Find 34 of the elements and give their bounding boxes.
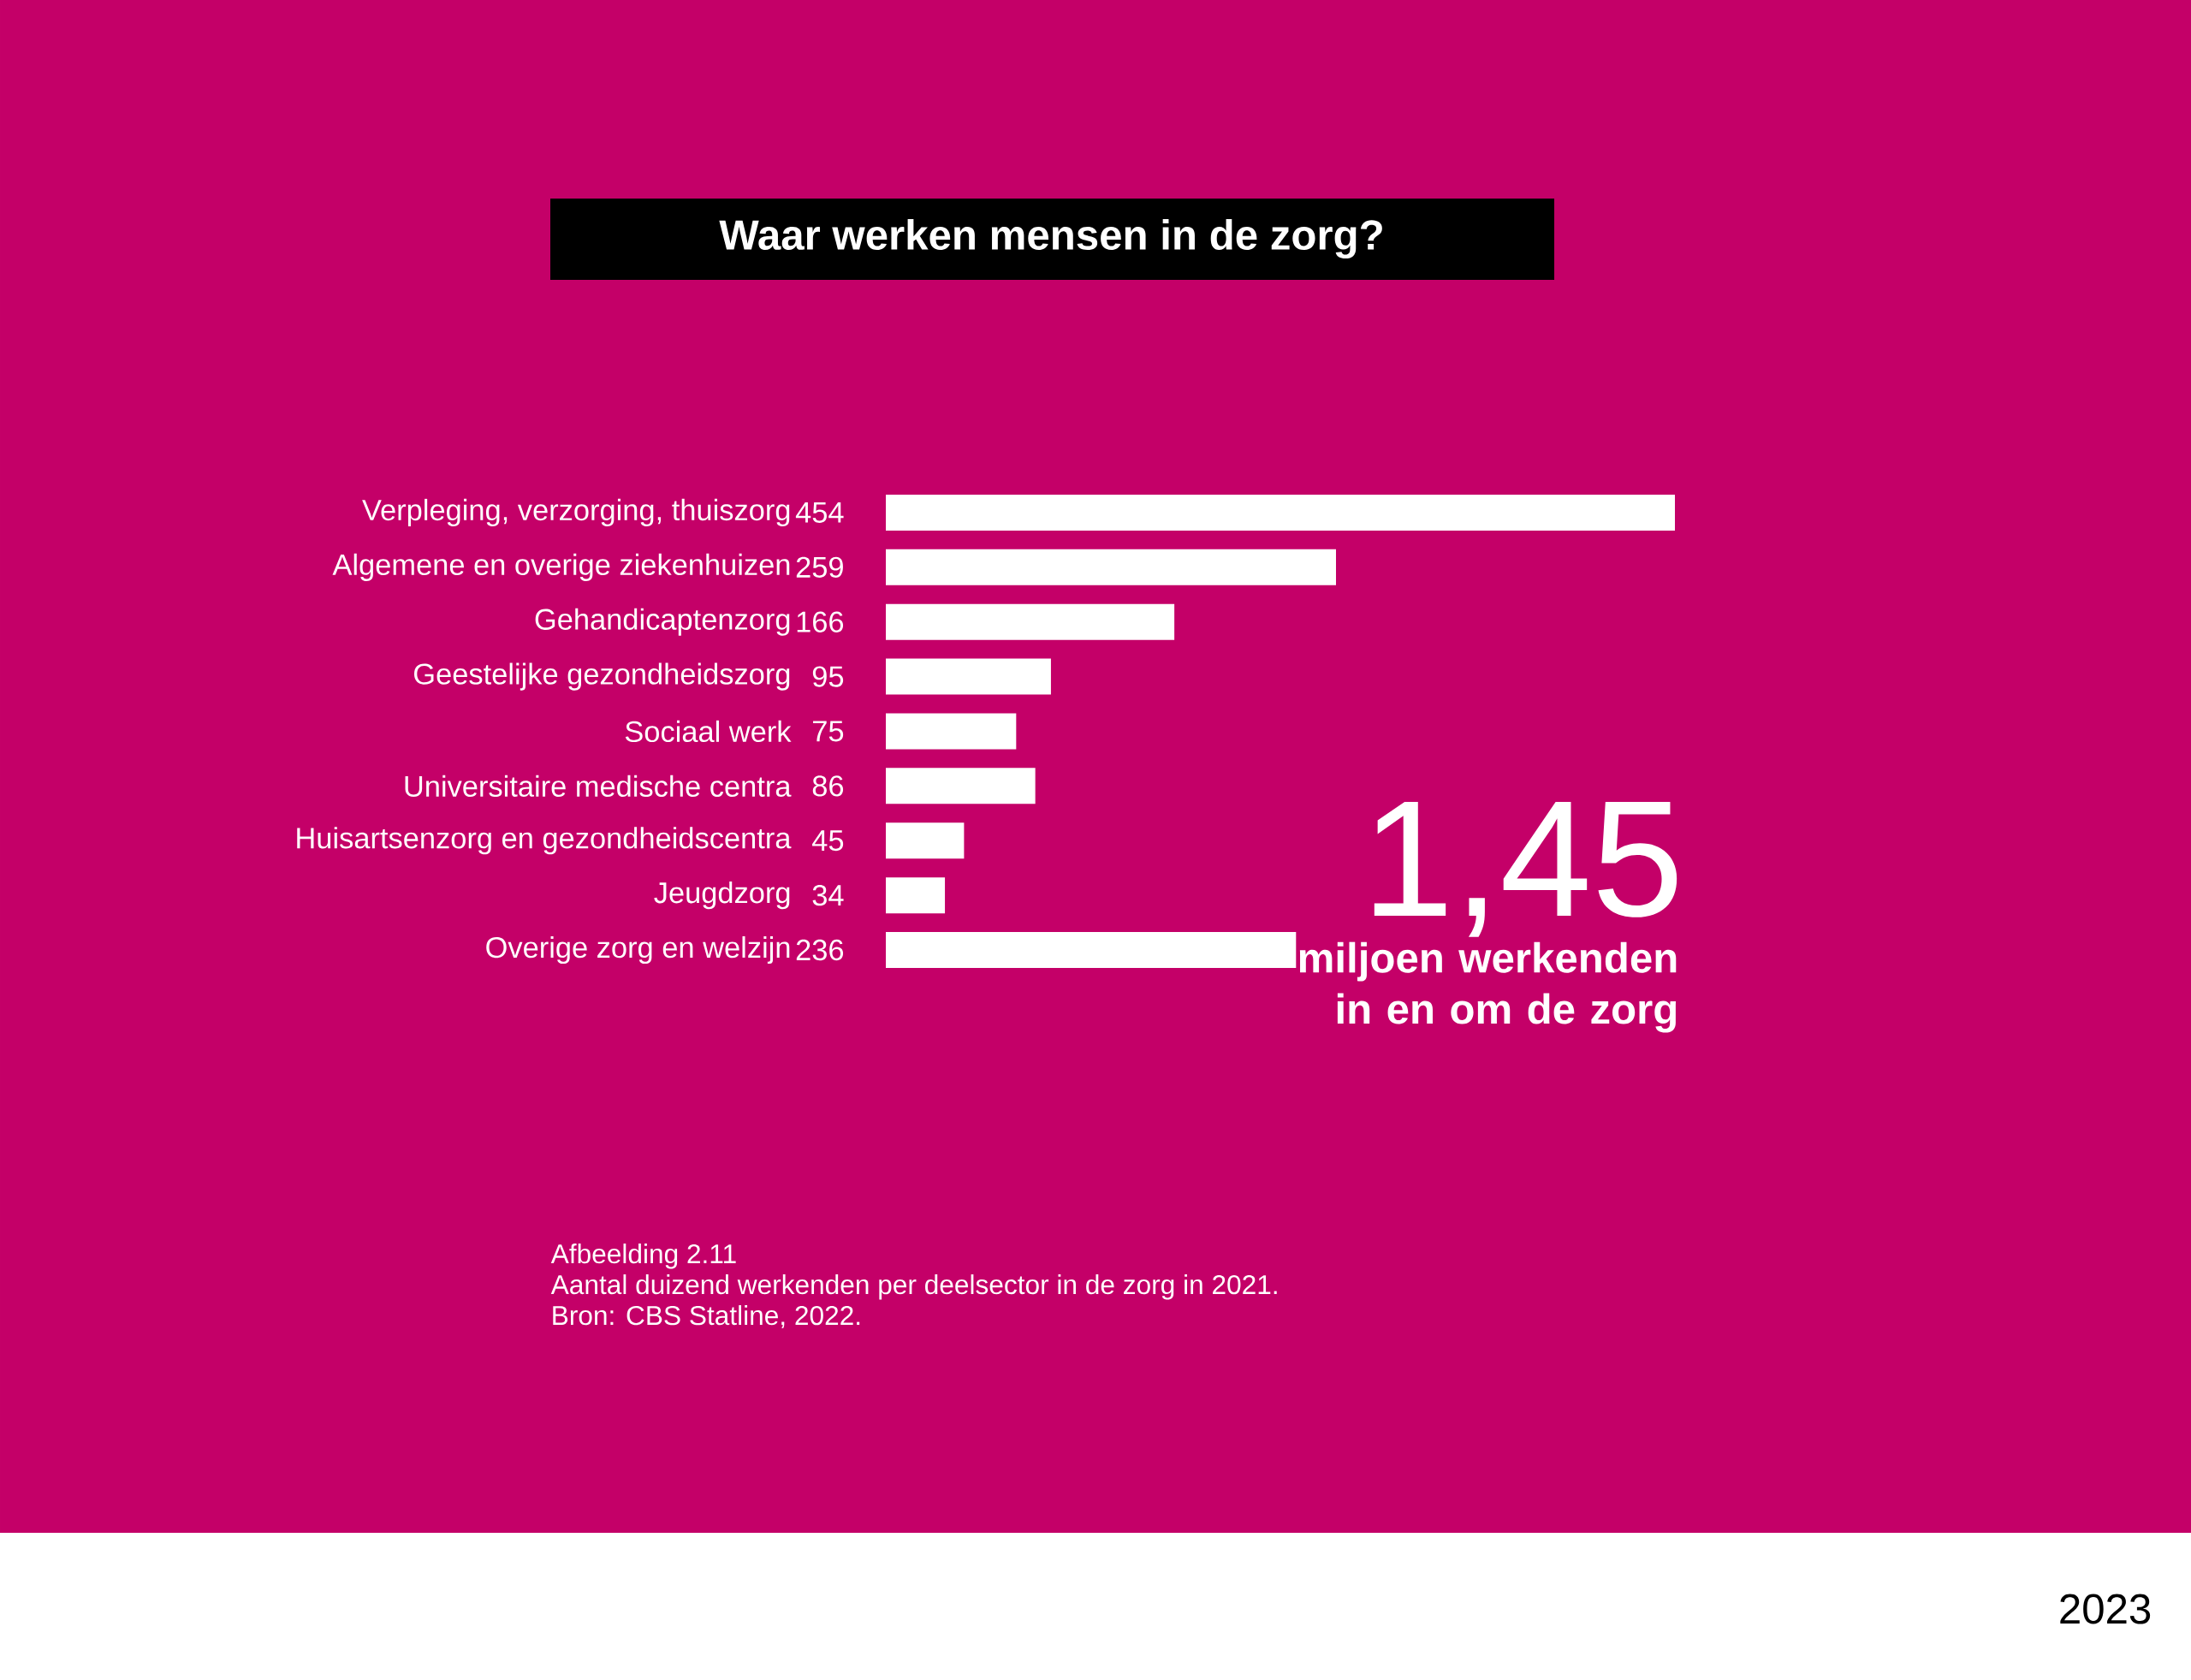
annotation: 1,45 — [1374, 801, 1677, 937]
data-label: 75 — [813, 721, 844, 742]
data-label: 454 — [795, 502, 844, 523]
bar — [886, 822, 965, 859]
bar — [886, 658, 1051, 695]
text: Aantal duizend werkenden per deelsector in de zorg in 2021. — [550, 1274, 1277, 1300]
bar — [886, 549, 1336, 585]
data-label: 86 — [812, 775, 844, 797]
annotation: miljoen werkenden in en om de zorg — [1299, 941, 1677, 1033]
data-label: 45 — [812, 830, 844, 852]
data-label: 95 — [812, 666, 844, 687]
y-tick-label: Geestelijke gezondheidszorg — [414, 662, 790, 691]
bar — [886, 603, 1175, 640]
y-tick-label: Algemene en overige ziekenhuizen — [332, 553, 790, 581]
data-label: 34 — [812, 884, 844, 906]
bar — [886, 768, 1036, 804]
y-tick-label: Overige zorg en welzijn — [486, 935, 790, 965]
bar — [886, 877, 946, 914]
text: Afbeelding 2.11 — [550, 1244, 736, 1269]
bar — [886, 713, 1017, 750]
y-tick-label: Gehandicaptenzorg — [535, 608, 790, 636]
y-tick-label: Huisartsenzorg en gezondheidscentra — [297, 827, 792, 855]
y-tick-label: Universitaire medische centra — [405, 775, 792, 798]
y-tick-label: Verpleging, verzorging, thuiszorg — [362, 498, 790, 526]
bar — [886, 932, 1297, 969]
bar — [886, 494, 1676, 531]
data-label: 166 — [797, 611, 844, 632]
y-tick-label: Jeugdzorg — [654, 882, 790, 910]
chart-title: Waar werken mensen in de zorg? — [719, 218, 1382, 258]
text: 2023 — [2060, 1594, 2151, 1624]
text: Bron: CBS Statline, 2022. — [553, 1305, 860, 1329]
y-tick-label: Sociaal werk — [625, 720, 792, 743]
data-label: 236 — [796, 939, 844, 961]
data-label: 259 — [796, 556, 843, 578]
